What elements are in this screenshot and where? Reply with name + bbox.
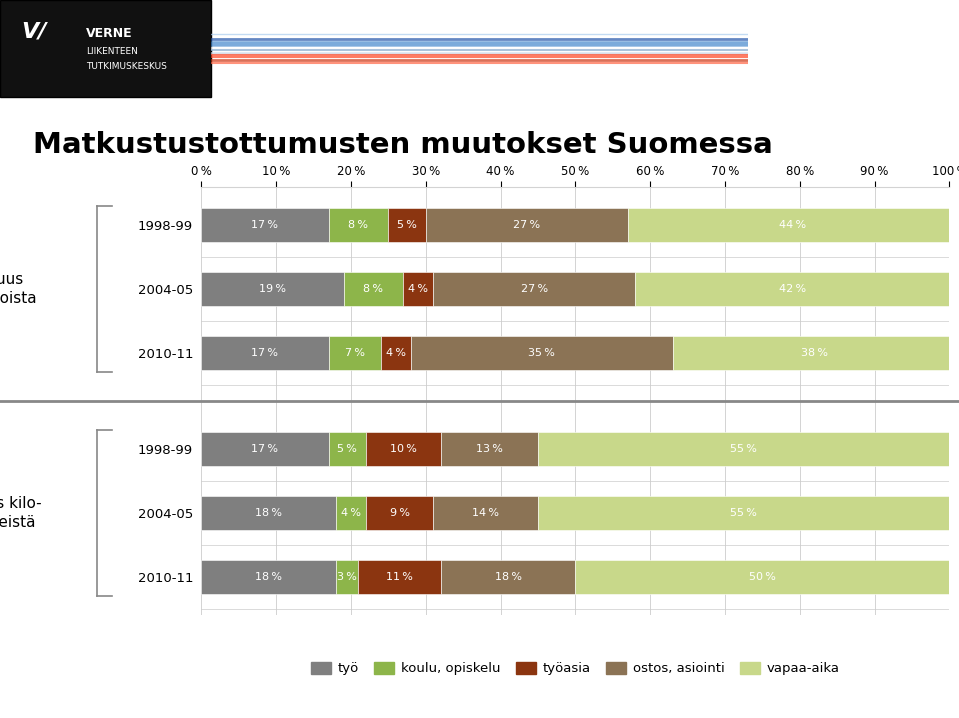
Text: 9 %: 9 % [389, 508, 409, 518]
Text: 11 %: 11 % [386, 572, 413, 582]
Text: 8 %: 8 % [348, 220, 368, 230]
Bar [201, 432, 329, 465]
Text: 14 %: 14 % [472, 508, 499, 518]
Bar [441, 432, 538, 465]
Text: 4 %: 4 % [341, 508, 361, 518]
Bar [538, 432, 949, 465]
Text: 8 %: 8 % [363, 284, 384, 294]
Bar [538, 496, 949, 530]
Text: 17 %: 17 % [251, 348, 278, 358]
Text: 6: 6 [923, 691, 930, 704]
Text: LIIKENTEEN: LIIKENTEEN [86, 47, 138, 55]
Bar [672, 337, 957, 370]
Text: 17 %: 17 % [251, 444, 278, 454]
Text: 13 %: 13 % [476, 444, 503, 454]
Bar [381, 337, 410, 370]
Bar [410, 337, 672, 370]
Text: TUTKIMUSKESKUS: TUTKIMUSKESKUS [86, 62, 167, 71]
Text: 5 %: 5 % [338, 444, 357, 454]
Text: 27 %: 27 % [521, 284, 548, 294]
Bar [336, 560, 359, 594]
Text: TAMPEREEN TEKNILLINEN YLIOPISTO: TAMPEREEN TEKNILLINEN YLIOPISTO [815, 31, 943, 37]
Bar [635, 272, 949, 306]
Text: 44 %: 44 % [779, 220, 806, 230]
Text: 18 %: 18 % [495, 572, 522, 582]
Text: 42 %: 42 % [779, 284, 806, 294]
Text: 18 %: 18 % [255, 508, 282, 518]
Bar [628, 208, 957, 242]
Text: 17 %: 17 % [251, 220, 278, 230]
Text: 19 %: 19 % [259, 284, 286, 294]
Bar [343, 272, 404, 306]
Bar [404, 272, 433, 306]
Bar [366, 432, 441, 465]
Text: Osuus kilo-
metreistä: Osuus kilo- metreistä [0, 496, 42, 530]
Text: 10 %: 10 % [390, 444, 417, 454]
Legend: työ, koulu, opiskelu, työasia, ostos, asiointi, vapaa-aika: työ, koulu, opiskelu, työasia, ostos, as… [311, 662, 840, 675]
Text: 3 %: 3 % [338, 572, 357, 582]
Text: Osuus
matkoista: Osuus matkoista [0, 272, 37, 306]
Text: 7 %: 7 % [344, 348, 364, 358]
Text: 38 %: 38 % [802, 348, 829, 358]
Text: 27 %: 27 % [513, 220, 540, 230]
Text: 4 %: 4 % [386, 348, 406, 358]
Text: 5 %: 5 % [397, 220, 417, 230]
Text: Valtakunnallinen henkilöliikennetutkimus 1998-99, 2004-05 ja 2010-11 (HLT), Liik: Valtakunnallinen henkilöliikennetutkimus… [183, 692, 699, 702]
Text: 4 %: 4 % [409, 284, 429, 294]
Text: 18 %: 18 % [255, 572, 282, 582]
Text: 35 %: 35 % [528, 348, 555, 358]
FancyBboxPatch shape [0, 0, 211, 97]
Bar [426, 208, 628, 242]
Bar [433, 272, 635, 306]
Text: 55 %: 55 % [730, 508, 758, 518]
Bar [201, 337, 329, 370]
Bar [201, 208, 329, 242]
Bar [359, 560, 441, 594]
Bar [201, 560, 336, 594]
Bar [329, 432, 366, 465]
Text: Matkustustottumusten muutokset Suomessa: Matkustustottumusten muutokset Suomessa [33, 131, 773, 159]
Text: V/: V/ [21, 22, 46, 42]
Bar [366, 496, 433, 530]
Bar [336, 496, 366, 530]
Bar [441, 560, 575, 594]
Bar [388, 208, 426, 242]
Bar [201, 496, 336, 530]
Bar [329, 337, 381, 370]
Text: 55 %: 55 % [730, 444, 758, 454]
Bar [433, 496, 538, 530]
Text: 50 %: 50 % [749, 572, 776, 582]
Bar [329, 208, 388, 242]
Text: VERNE: VERNE [86, 27, 133, 40]
Bar [201, 272, 343, 306]
Bar [575, 560, 949, 594]
